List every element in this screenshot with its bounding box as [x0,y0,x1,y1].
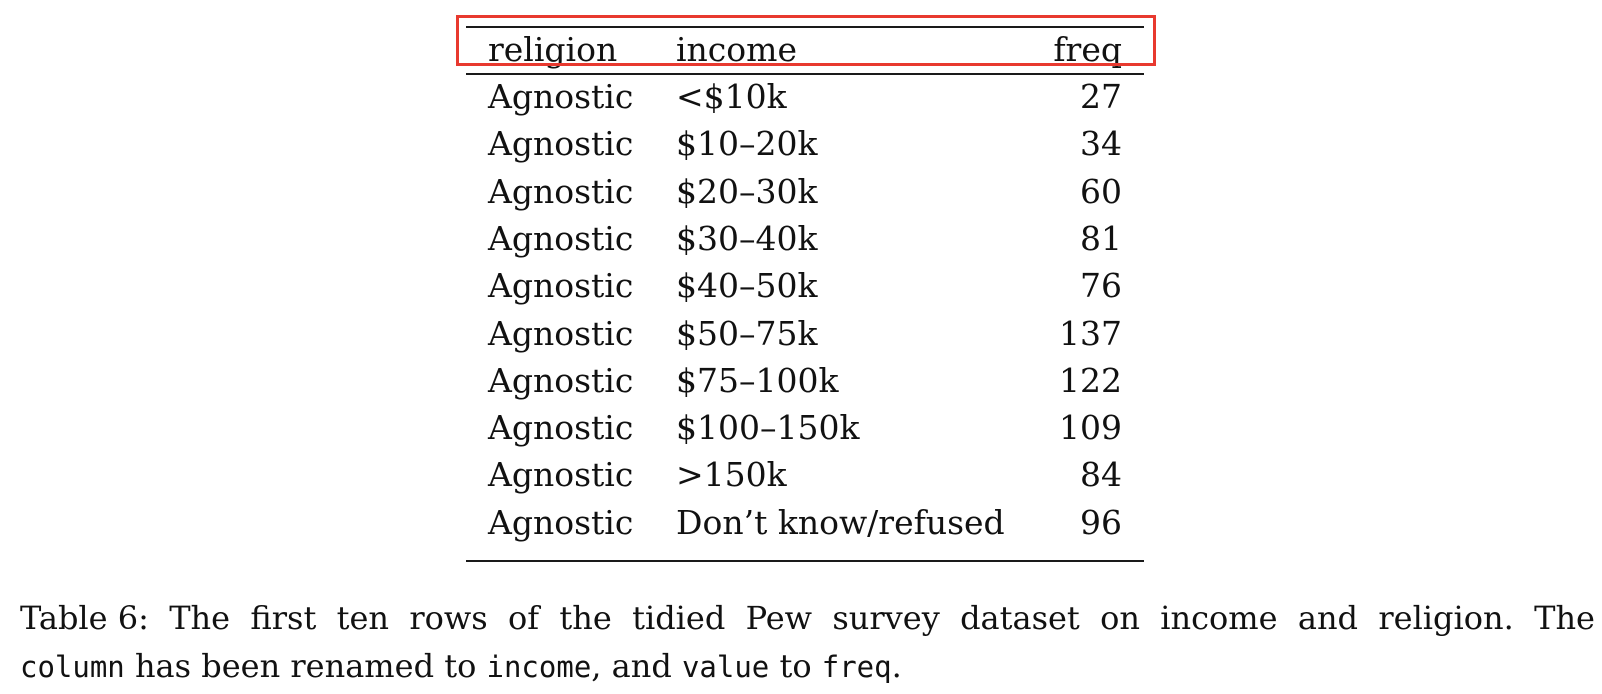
cell-income: $40–50k [676,266,818,306]
cell-religion: Agnostic [488,455,634,495]
cell-income: $50–75k [676,313,818,353]
table-row: Agnostic $75–100k 122 [466,357,1144,405]
caption-word: survey [832,599,940,637]
cell-income: >150k [676,455,787,495]
caption-word: on [1100,599,1140,637]
caption-word: Pew [745,599,813,637]
caption-word: ten [336,599,390,637]
table-bottom-rule [466,560,1144,562]
caption-text-to: to [769,647,822,685]
cell-freq: 96 [1080,502,1122,542]
caption-word: of [507,599,540,637]
header-religion: religion [488,30,618,69]
cell-income: <$10k [676,77,787,116]
cell-freq: 109 [1059,408,1122,448]
table-row: Agnostic $100–150k 109 [466,404,1144,452]
caption-word: The [169,599,231,637]
caption-word: The [1534,599,1595,637]
table-caption: Table 6: The first ten rows of the tidied Pew su… [20,594,1595,691]
caption-line-1: Table 6: The first ten rows of the tidied Pew su… [20,594,1595,642]
cell-income: $20–30k [676,171,818,211]
caption-code-value: value [681,650,770,684]
header-freq: freq [1053,30,1122,69]
cell-freq: 76 [1080,266,1122,306]
caption-word: dataset [960,599,1080,637]
caption-text-and: , and [591,647,682,685]
cell-religion: Agnostic [488,124,634,164]
cell-income: Don’t know/refused [676,502,1005,542]
cell-income: $75–100k [676,360,839,400]
caption-text-renamed: has been renamed to [124,647,487,685]
cell-freq: 137 [1059,313,1122,353]
cell-religion: Agnostic [488,502,634,542]
table-row: Agnostic >150k 84 [466,451,1144,499]
table-row: Agnostic $20–30k 60 [466,168,1144,216]
table-row: Agnostic $30–40k 81 [466,215,1144,263]
caption-text-end: . [891,647,902,685]
cell-freq: 122 [1059,360,1122,400]
table-header: religion income freq [466,26,1144,74]
caption-code-freq: freq [821,650,892,684]
table-row: Agnostic $10–20k 34 [466,120,1144,168]
cell-freq: 81 [1080,218,1122,258]
caption-word: income [1160,599,1278,637]
caption-code-column: column [20,650,125,684]
header-income: income [676,30,797,69]
caption-label: Table 6: [20,599,149,637]
cell-freq: 84 [1080,455,1122,495]
cell-religion: Agnostic [488,313,634,353]
cell-religion: Agnostic [488,77,634,116]
cell-religion: Agnostic [488,218,634,258]
table-row: Agnostic $40–50k 76 [466,262,1144,310]
cell-religion: Agnostic [488,408,634,448]
caption-word: religion. [1378,599,1514,637]
cell-income: $10–20k [676,124,818,164]
table-header-rule [466,73,1144,75]
cell-religion: Agnostic [488,171,634,211]
cell-income: $30–40k [676,218,818,258]
cell-religion: Agnostic [488,266,634,306]
caption-code-income: income [486,650,592,684]
table-row: Agnostic $50–75k 137 [466,310,1144,358]
caption-word: tidied [632,599,726,637]
table-row: Agnostic <$10k 27 [466,73,1144,121]
table-row: Agnostic Don’t know/refused 96 [466,499,1144,547]
cell-freq: 34 [1080,124,1122,164]
cell-freq: 60 [1080,171,1122,211]
table-top-rule [466,26,1144,28]
cell-religion: Agnostic [488,360,634,400]
caption-word: first [250,599,317,637]
caption-word: the [559,599,612,637]
caption-word: rows [409,599,488,637]
cell-freq: 27 [1080,77,1122,116]
caption-line-2: column has been renamed to income, and v… [20,642,1595,691]
cell-income: $100–150k [676,408,860,448]
caption-word: and [1297,599,1359,637]
